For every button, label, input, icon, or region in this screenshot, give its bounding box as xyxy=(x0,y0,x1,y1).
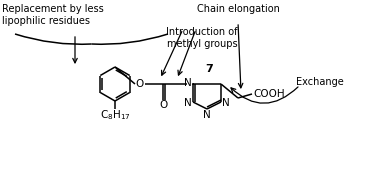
Text: O: O xyxy=(136,79,144,89)
Text: C$_8$H$_{17}$: C$_8$H$_{17}$ xyxy=(99,108,130,122)
Text: 7: 7 xyxy=(205,64,213,74)
Text: Replacement by less
lipophilic residues: Replacement by less lipophilic residues xyxy=(2,4,104,26)
Text: N: N xyxy=(184,78,192,88)
Text: Chain elongation: Chain elongation xyxy=(197,4,279,14)
Text: Exchange: Exchange xyxy=(296,77,344,87)
Text: Introduction of
methyl groups: Introduction of methyl groups xyxy=(166,27,238,49)
Text: O: O xyxy=(160,100,168,110)
Text: N: N xyxy=(184,98,192,108)
Text: N: N xyxy=(203,110,211,120)
Text: N: N xyxy=(222,98,230,108)
Text: COOH: COOH xyxy=(253,89,285,99)
